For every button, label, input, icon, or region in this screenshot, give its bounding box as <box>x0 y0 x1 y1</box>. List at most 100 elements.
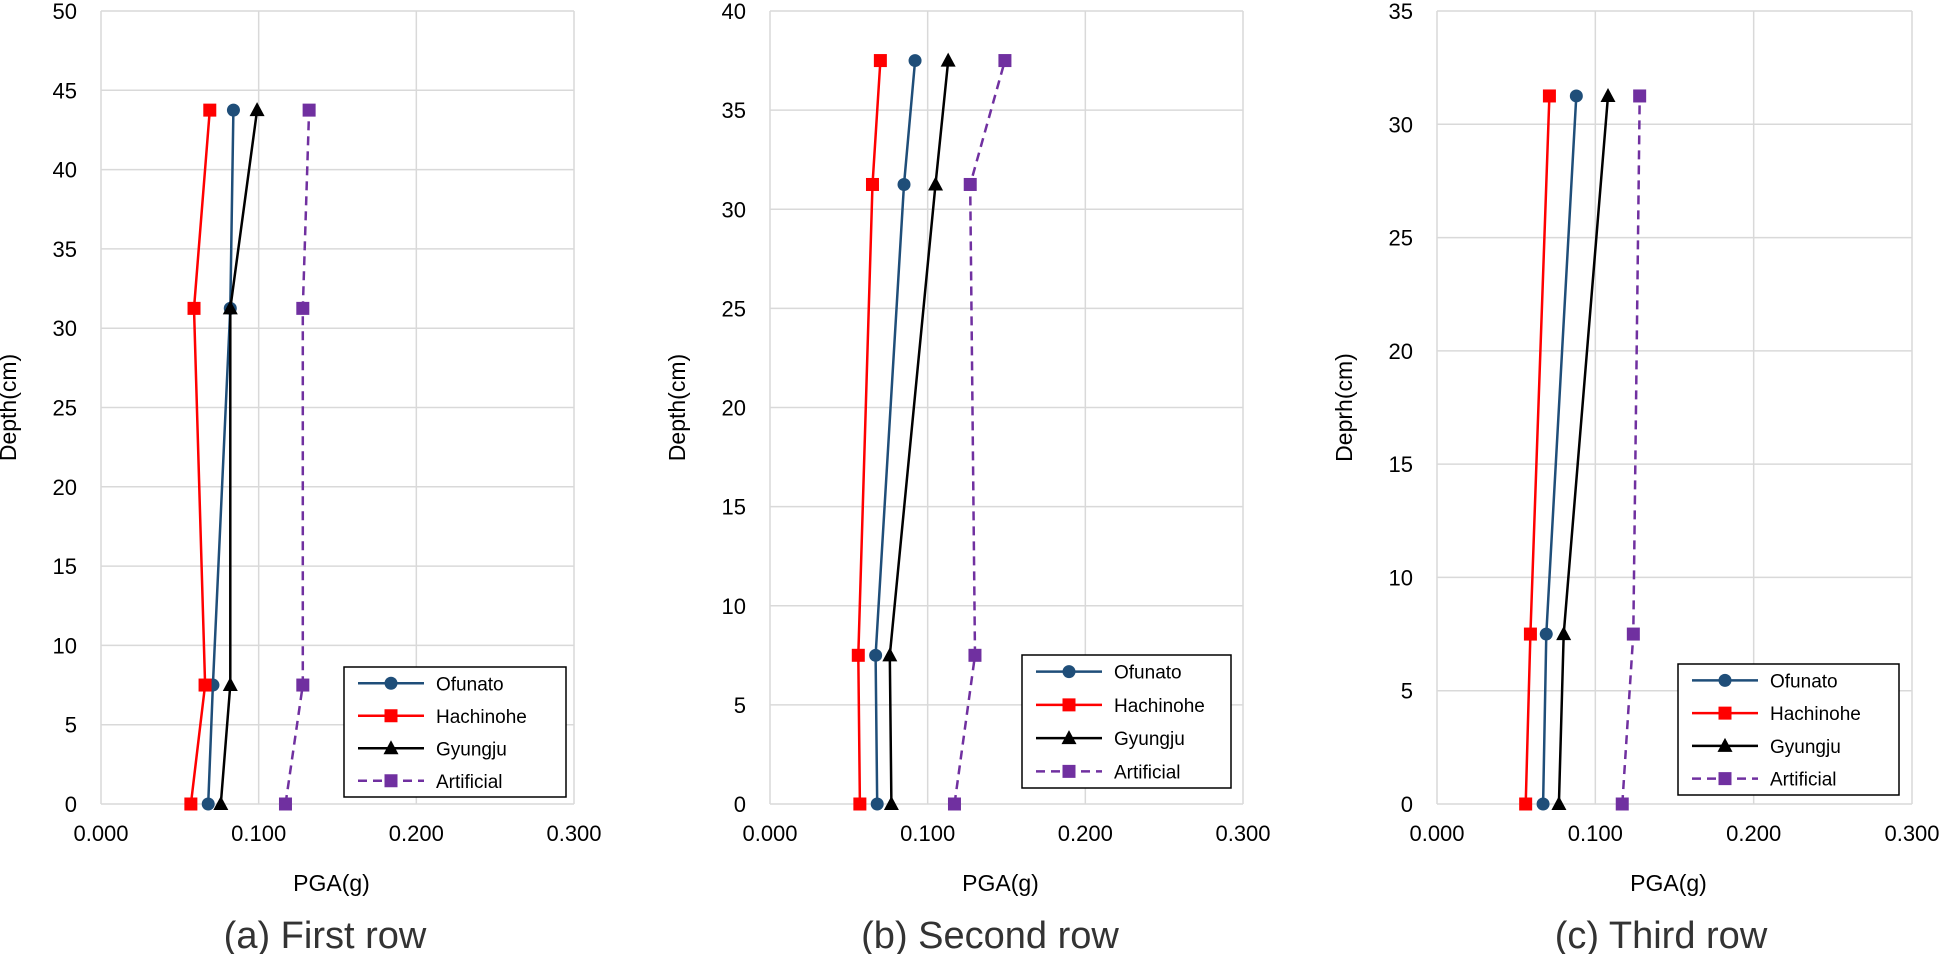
y-tick-label: 25 <box>53 396 77 421</box>
chart-panel-3: 0 5 10 15 20 25 30 35 0.000 0.100 0.200 0.300 PGA(g)… <box>1331 0 1940 957</box>
series-gyungju <box>1551 87 1616 810</box>
legend-marker-gyungju <box>1717 737 1733 752</box>
series-artificial <box>278 103 316 811</box>
legend-marker-hachinohe <box>1718 706 1732 720</box>
x-tick-label: 0.200 <box>389 821 444 846</box>
panel-caption: (a) First row <box>224 915 427 954</box>
legend-label-artificial: Artificial <box>1114 762 1181 783</box>
data-point-ofunato <box>1536 797 1550 811</box>
y-tick-label: 30 <box>1389 112 1413 137</box>
series-line-artificial <box>953 60 1007 805</box>
legend-label-hachinohe: Hachinohe <box>436 707 527 728</box>
data-point-artificial <box>1626 627 1640 641</box>
x-tick-label: 0.200 <box>1726 821 1781 846</box>
data-point-gyungju <box>222 677 238 692</box>
legend-marker-ofunato <box>1718 673 1732 687</box>
chart-panel-1: 0 5 10 15 20 25 30 35 40 45 50 0.000 0.100 0.200 0.300… <box>0 0 602 957</box>
y-axis-title: Deprh(cm) <box>1331 353 1357 462</box>
legend-marker-gyungju <box>1061 730 1077 745</box>
legend: Ofunato Hachinohe Gyungju Artificial <box>1021 654 1232 789</box>
data-point-ofunato <box>201 797 215 811</box>
data-point-hachinohe <box>853 797 867 811</box>
data-point-ofunato <box>1569 89 1583 103</box>
data-point-gyungju <box>928 176 944 191</box>
data-point-artificial <box>1615 797 1629 811</box>
series-hachinohe <box>1519 89 1556 811</box>
y-tick-label: 0 <box>1401 792 1413 817</box>
legend-label-artificial: Artificial <box>436 772 503 793</box>
data-point-gyungju <box>1600 87 1616 102</box>
legend-box <box>1021 654 1232 789</box>
legend-marker-hachinohe <box>384 709 398 723</box>
y-tick-label: 0 <box>65 792 77 817</box>
data-point-hachinohe <box>873 54 887 68</box>
series-line-gyungju <box>888 60 950 805</box>
data-point-hachinohe <box>203 103 217 117</box>
y-tick-label: 45 <box>53 78 77 103</box>
data-point-ofunato <box>897 177 911 191</box>
series-artificial <box>947 54 1012 811</box>
legend-label-gyungju: Gyungju <box>1114 729 1185 750</box>
legend-label-gyungju: Gyungju <box>436 739 507 760</box>
y-tick-label: 30 <box>722 197 746 222</box>
y-tick-label: 5 <box>1401 679 1413 704</box>
data-point-hachinohe <box>198 678 212 692</box>
data-point-artificial <box>963 177 977 191</box>
legend-box <box>343 666 567 798</box>
data-point-gyungju <box>1551 796 1567 810</box>
y-tick-label: 40 <box>53 158 77 183</box>
legend-marker-ofunato <box>1062 665 1076 679</box>
data-point-hachinohe <box>184 797 198 811</box>
y-tick-label: 15 <box>722 495 746 520</box>
y-tick-label: 10 <box>722 594 746 619</box>
series-hachinohe <box>184 103 217 811</box>
y-tick-label: 20 <box>53 475 77 500</box>
y-tick-label: 5 <box>734 693 746 718</box>
data-point-ofunato <box>869 648 883 662</box>
data-point-hachinohe <box>865 177 879 191</box>
data-point-gyungju <box>883 796 899 810</box>
x-tick-label: 0.300 <box>546 821 601 846</box>
panel-caption: (c) Third row <box>1555 915 1768 954</box>
x-tick-label: 0.300 <box>1215 821 1270 846</box>
y-tick-label: 35 <box>53 237 77 262</box>
data-point-hachinohe <box>1523 627 1537 641</box>
data-point-gyungju <box>249 102 265 117</box>
chart-panel-2: 0 5 10 15 20 25 30 35 40 0.000 0.100 0.200 0.300 PGA(… <box>664 0 1271 957</box>
legend-marker-gyungju <box>383 740 399 755</box>
legend: Ofunato Hachinohe Gyungju Artificial <box>343 666 567 798</box>
series-line-ofunato <box>874 60 917 805</box>
legend-label-hachinohe: Hachinohe <box>1114 696 1205 717</box>
series-hachinohe <box>851 54 887 811</box>
y-tick-label: 35 <box>722 98 746 123</box>
data-point-gyungju <box>1556 626 1572 641</box>
data-point-artificial <box>278 797 292 811</box>
legend-label-ofunato: Ofunato <box>1114 663 1182 684</box>
data-point-gyungju <box>213 796 229 810</box>
series-gyungju <box>882 52 956 810</box>
data-point-artificial <box>296 301 310 315</box>
series-line-hachinohe <box>189 110 212 805</box>
y-tick-label: 50 <box>53 0 77 24</box>
data-point-ofunato <box>226 103 240 117</box>
x-tick-label: 0.100 <box>900 821 955 846</box>
data-point-hachinohe <box>851 648 865 662</box>
data-point-hachinohe <box>1519 797 1533 811</box>
series-artificial <box>1615 89 1647 811</box>
legend-marker-artificial <box>384 774 398 788</box>
data-point-artificial <box>302 103 316 117</box>
x-axis-title: PGA(g) <box>1630 870 1707 896</box>
series-ofunato <box>869 54 922 811</box>
series-gyungju <box>213 102 265 810</box>
y-tick-label: 0 <box>734 792 746 817</box>
y-tick-label: 25 <box>722 296 746 321</box>
data-point-gyungju <box>882 647 898 662</box>
legend-marker-ofunato <box>384 676 398 690</box>
data-point-ofunato <box>870 797 884 811</box>
data-point-ofunato <box>1539 627 1553 641</box>
data-point-artificial <box>296 678 310 692</box>
x-tick-label: 0.300 <box>1884 821 1939 846</box>
series-ofunato <box>1536 89 1583 811</box>
legend-label-gyungju: Gyungju <box>1770 737 1841 758</box>
series-line-gyungju <box>219 109 259 805</box>
